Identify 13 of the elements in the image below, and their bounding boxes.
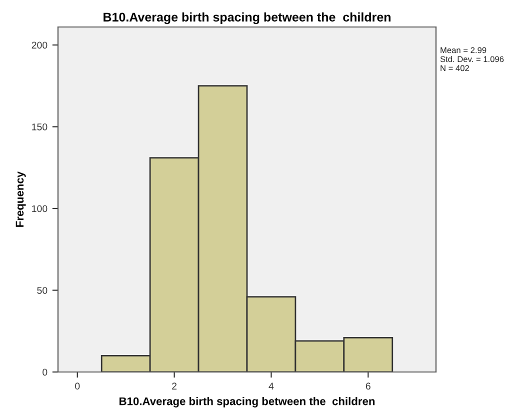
x-tick-label: 6 xyxy=(366,382,370,390)
x-axis-title: B10.Average birth spacing between the children xyxy=(120,397,375,408)
text: Mean = 2.99 Std. Dev. = 1.096 N = 402 xyxy=(440,47,504,72)
x-tick-label: 2 xyxy=(172,382,177,390)
y-axis-title: Frequency xyxy=(16,171,26,227)
y-tick-label: 100 xyxy=(32,205,48,212)
x-tick-label: 4 xyxy=(268,382,274,390)
y-tick-label: 150 xyxy=(32,123,48,130)
y-tick-label: 200 xyxy=(32,42,48,49)
x-tick-label: 0 xyxy=(75,382,80,390)
y-tick-label: 0 xyxy=(42,368,48,376)
y-tick-label: 50 xyxy=(37,286,48,294)
chart-title: B10.Average birth spacing between the children xyxy=(104,12,390,24)
